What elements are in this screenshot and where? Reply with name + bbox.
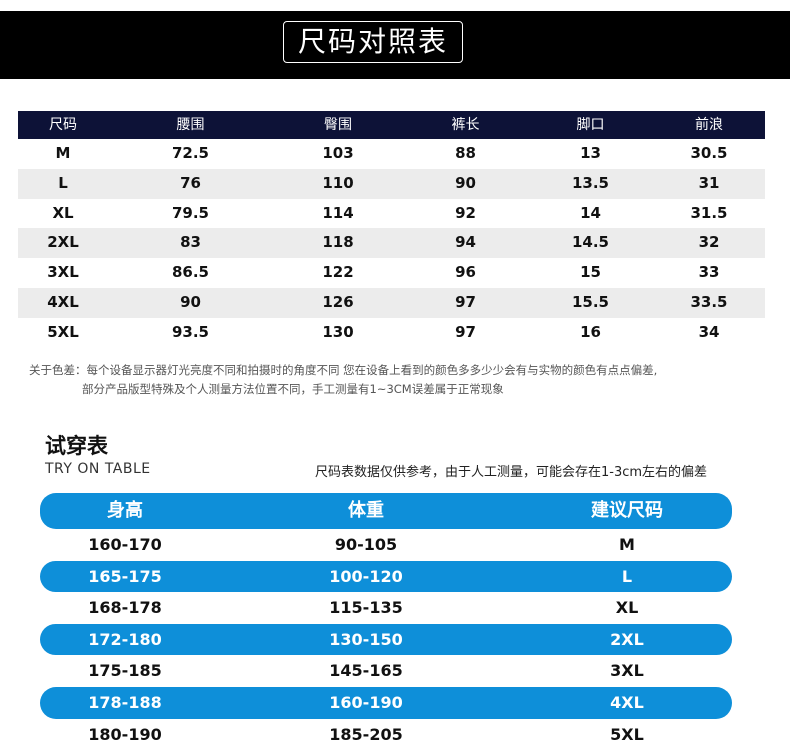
table-row: 4XL 90 126 97 15.5 33.5 xyxy=(18,287,765,318)
table-cell: 14 xyxy=(580,203,601,222)
table-cell: 103 xyxy=(322,144,354,162)
table-row: 160-170 90-105 M xyxy=(40,529,732,561)
table-cell: 5XL xyxy=(47,322,79,341)
table-cell: 122 xyxy=(322,263,354,282)
table-row: 172-180 130-150 2XL xyxy=(40,623,732,656)
table-cell: 92 xyxy=(455,203,476,222)
column-header: 建议尺码 xyxy=(591,500,663,521)
table-cell: 3XL xyxy=(47,263,79,282)
table-cell: 130-150 xyxy=(329,629,403,649)
table-cell: 96 xyxy=(455,263,476,282)
column-header: 裤长 xyxy=(451,117,480,133)
table-row: 165-175 100-120 L xyxy=(40,560,732,593)
table-cell: 93.5 xyxy=(171,322,209,341)
table-cell: 86.5 xyxy=(171,263,209,282)
table-cell: 15.5 xyxy=(571,292,609,311)
table-cell: 88 xyxy=(455,144,476,162)
table-cell: 130 xyxy=(322,322,354,341)
try-on-header-row: 身高 体重 建议尺码 xyxy=(40,493,732,529)
try-on-table: 身高 体重 建议尺码 160-170 90-105 M 165-175 100-… xyxy=(40,493,732,750)
table-cell: 165-175 xyxy=(88,566,162,586)
table-cell: 90 xyxy=(180,292,201,311)
table-cell: 5XL xyxy=(610,724,644,744)
size-chart-header-row: 尺码 腰围 臀围 裤长 脚口 前浪 xyxy=(18,111,765,139)
table-cell: 14.5 xyxy=(571,233,609,252)
table-row: M 72.5 103 88 13 30.5 xyxy=(18,139,765,169)
table-cell: 175-185 xyxy=(88,661,162,681)
table-cell: 4XL xyxy=(47,292,79,311)
column-header: 尺码 xyxy=(49,117,77,133)
table-cell: 90-105 xyxy=(334,535,398,554)
table-cell: 16 xyxy=(580,322,601,341)
table-row: 5XL 93.5 130 97 16 34 xyxy=(18,318,765,348)
table-cell: M xyxy=(619,535,635,554)
table-cell: 160-170 xyxy=(88,535,162,554)
table-cell: 118 xyxy=(322,233,354,252)
table-cell: 180-190 xyxy=(88,724,162,744)
table-cell: 178-188 xyxy=(88,692,162,712)
table-cell: 72.5 xyxy=(171,144,209,162)
note-line: 部分产品版型特殊及个人测量方法位置不同，手工测量有1~3CM误差属于正常现象 xyxy=(82,382,504,396)
table-cell: 168-178 xyxy=(88,598,162,618)
table-cell: 30.5 xyxy=(690,144,728,162)
table-cell: 15 xyxy=(580,263,601,282)
table-cell: XL xyxy=(615,598,639,618)
column-header: 体重 xyxy=(348,500,384,521)
note-line: 关于色差：每个设备显示器灯光亮度不同和拍摄时的角度不同 您在设备上看到的颜色多多… xyxy=(29,363,658,377)
table-cell: L xyxy=(621,566,633,586)
table-cell: 185-205 xyxy=(329,724,403,744)
table-row: 2XL 83 118 94 14.5 32 xyxy=(18,228,765,259)
try-on-title: 试穿表 xyxy=(45,434,108,458)
table-cell: 172-180 xyxy=(88,629,162,649)
table-cell: 3XL xyxy=(610,661,644,681)
table-cell: 13.5 xyxy=(571,173,609,192)
table-cell: 34 xyxy=(698,322,720,341)
size-chart-table: 尺码 腰围 臀围 裤长 脚口 前浪 M 72.5 103 88 13 30.5 … xyxy=(18,111,765,348)
try-on-subtitle: TRY ON TABLE xyxy=(45,461,151,477)
table-cell: 13 xyxy=(580,144,601,162)
table-cell: 2XL xyxy=(610,629,644,649)
table-cell: 97 xyxy=(455,292,476,311)
table-cell: 4XL xyxy=(610,692,644,712)
table-row: XL 79.5 114 92 14 31.5 xyxy=(18,199,765,229)
table-cell: 2XL xyxy=(47,233,79,252)
table-row: 180-190 185-205 5XL xyxy=(40,719,732,751)
table-cell: 97 xyxy=(455,322,476,341)
table-cell: 114 xyxy=(322,203,354,222)
table-row: 168-178 115-135 XL xyxy=(40,592,732,624)
table-cell: M xyxy=(55,144,71,162)
table-cell: 90 xyxy=(455,173,476,192)
table-cell: 31.5 xyxy=(690,203,728,222)
table-cell: 100-120 xyxy=(329,566,403,586)
table-cell: 110 xyxy=(322,173,354,192)
table-cell: XL xyxy=(52,203,74,222)
table-row: 3XL 86.5 122 96 15 33 xyxy=(18,258,765,288)
table-cell: 145-165 xyxy=(329,661,403,681)
table-cell: 83 xyxy=(180,233,201,252)
color-difference-note: 关于色差：每个设备显示器灯光亮度不同和拍摄时的角度不同 您在设备上看到的颜色多多… xyxy=(29,361,769,399)
table-cell: 33.5 xyxy=(690,292,728,311)
table-row: L 76 110 90 13.5 31 xyxy=(18,168,765,199)
table-cell: 126 xyxy=(322,292,354,311)
table-cell: 94 xyxy=(455,233,476,252)
table-cell: 32 xyxy=(698,233,720,252)
table-cell: 160-190 xyxy=(329,692,403,712)
title-banner xyxy=(0,11,790,79)
table-row: 175-185 145-165 3XL xyxy=(40,655,732,687)
table-cell: 76 xyxy=(180,173,201,192)
try-on-disclaimer: 尺码表数据仅供参考，由于人工测量，可能会存在1-3cm左右的偏差 xyxy=(315,465,708,480)
column-header: 臀围 xyxy=(324,117,352,133)
column-header: 腰围 xyxy=(176,117,205,133)
table-cell: 79.5 xyxy=(171,203,209,222)
table-cell: 33 xyxy=(698,263,720,282)
table-cell: 31 xyxy=(698,173,720,192)
page-title: 尺码对照表 xyxy=(283,21,463,63)
table-row: 178-188 160-190 4XL xyxy=(40,686,732,719)
column-header: 脚口 xyxy=(576,117,605,133)
column-header: 前浪 xyxy=(695,117,723,133)
column-header: 身高 xyxy=(107,500,143,521)
table-cell: L xyxy=(58,173,68,192)
table-cell: 115-135 xyxy=(329,598,403,618)
